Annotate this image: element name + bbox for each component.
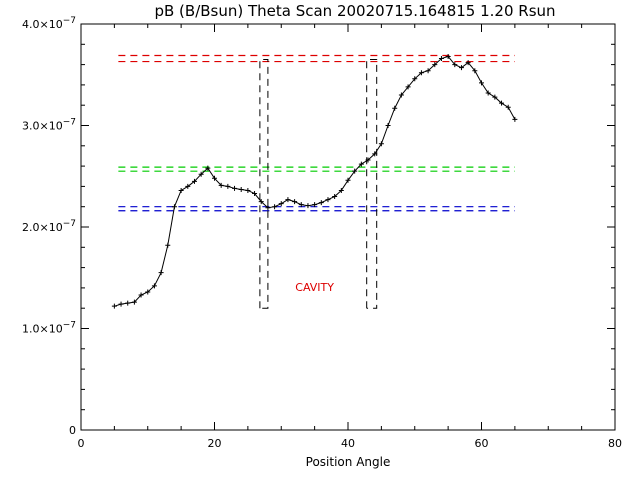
data-point — [171, 204, 177, 210]
data-point — [472, 68, 478, 74]
data-point — [345, 177, 351, 183]
data-point — [198, 171, 204, 177]
data-point — [512, 116, 518, 122]
data-point — [452, 62, 458, 68]
data-point — [465, 60, 471, 66]
data-point — [318, 200, 324, 206]
data-point — [232, 185, 238, 191]
data-point — [438, 56, 444, 62]
cavity-label: CAVITY — [295, 281, 334, 294]
data-point — [218, 182, 224, 188]
y-tick-label: 4.0×10−7 — [22, 16, 76, 31]
data-point — [392, 105, 398, 111]
data-point — [492, 94, 498, 100]
data-point — [118, 301, 124, 307]
data-point — [131, 299, 137, 305]
x-tick-label: 0 — [78, 437, 85, 450]
data-point — [145, 289, 151, 295]
y-tick-label: 1.0×10−7 — [22, 321, 76, 336]
x-tick-label: 20 — [208, 437, 222, 450]
data-point — [278, 201, 284, 207]
data-point — [191, 178, 197, 184]
data-point — [325, 197, 331, 203]
data-point — [111, 303, 117, 309]
data-point — [265, 205, 271, 211]
data-point — [238, 186, 244, 192]
data-point — [178, 187, 184, 193]
x-tick-label: 60 — [475, 437, 489, 450]
data-point — [165, 242, 171, 248]
data-point — [212, 175, 217, 181]
series-line — [114, 55, 516, 307]
data-point — [412, 76, 418, 82]
data-point — [138, 292, 144, 298]
series-group — [111, 53, 518, 309]
data-point — [479, 80, 484, 86]
data-point — [352, 168, 358, 174]
cavity-box — [259, 59, 269, 309]
y-tick-label: 2.0×10−7 — [22, 219, 76, 234]
x-tick-label: 80 — [608, 437, 622, 450]
data-point — [338, 187, 344, 193]
data-point — [418, 70, 424, 76]
data-point — [125, 300, 131, 306]
axis-ticks: 0 20 40 60 80 0 1.0×10−7 2.0×10−7 3.0×10−7 4.0×10… — [22, 16, 622, 450]
data-point — [499, 100, 505, 106]
data-point — [151, 283, 157, 289]
data-point — [258, 199, 264, 205]
data-point — [445, 53, 451, 59]
data-point — [332, 194, 338, 200]
data-point — [292, 199, 298, 205]
data-point — [185, 183, 191, 189]
data-point — [485, 90, 491, 96]
y-tick-label: 0 — [69, 424, 76, 437]
data-point — [425, 68, 431, 74]
data-point — [252, 191, 258, 197]
data-point — [372, 151, 378, 157]
data-point — [305, 203, 311, 209]
data-point — [432, 62, 438, 68]
annotations: CAVITY — [295, 281, 334, 294]
data-point — [458, 65, 464, 71]
data-point — [298, 202, 304, 208]
data-point — [365, 157, 371, 163]
data-point — [272, 204, 278, 210]
chart-title: pB (B/Bsun) Theta Scan 20020715.164815 1… — [154, 2, 555, 20]
cavity-box — [366, 59, 378, 309]
plot-frame — [80, 23, 616, 431]
data-point — [505, 104, 511, 110]
data-point — [398, 92, 404, 98]
data-point — [405, 84, 411, 90]
data-point — [158, 270, 164, 276]
data-point — [245, 187, 251, 193]
data-point — [285, 197, 291, 203]
cavity-boxes — [259, 59, 378, 309]
y-tick-label: 3.0×10−7 — [22, 118, 76, 133]
data-point — [312, 202, 318, 208]
data-point — [385, 123, 391, 128]
x-axis-label: Position Angle — [306, 455, 391, 469]
x-tick-label: 40 — [341, 437, 355, 450]
data-point — [358, 161, 364, 167]
reference-lines — [118, 54, 515, 212]
data-point — [378, 141, 384, 147]
data-point — [205, 165, 211, 171]
data-point — [225, 183, 231, 189]
